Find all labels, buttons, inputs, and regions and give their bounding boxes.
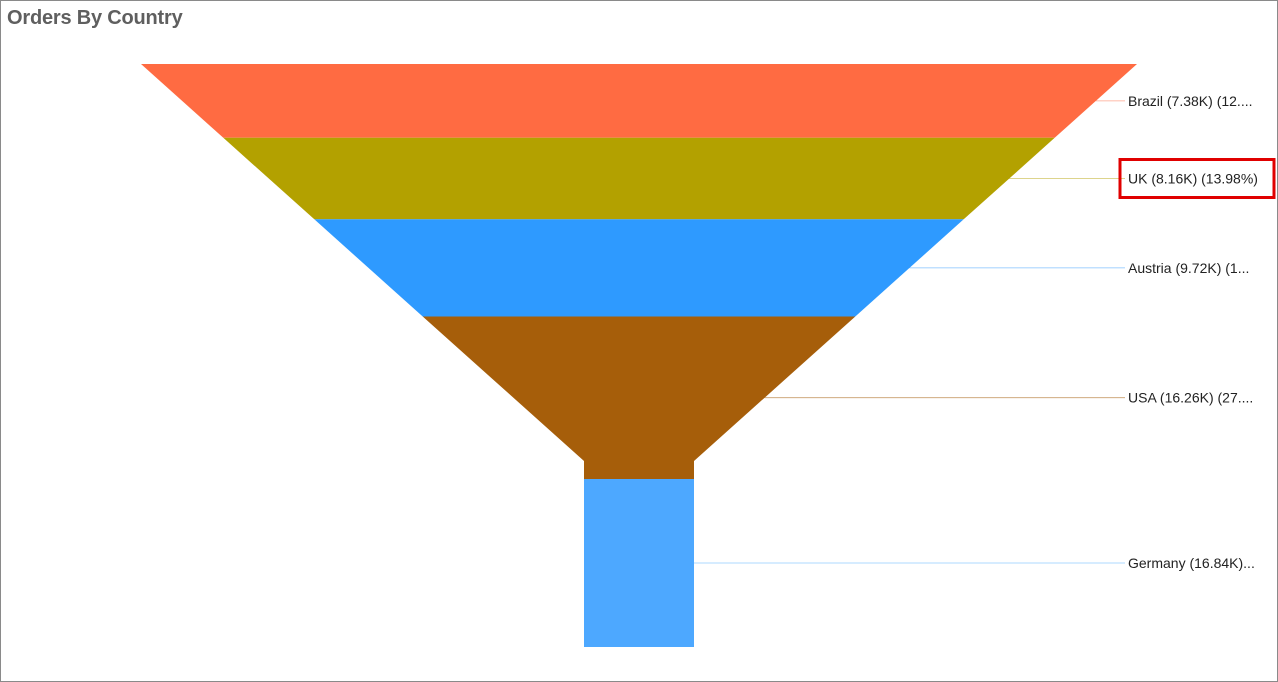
data-label-austria: Austria (9.72K) (1... — [1128, 260, 1249, 276]
funnel-segment-austria[interactable] — [314, 219, 964, 317]
data-label-germany: Germany (16.84K)... — [1128, 555, 1255, 571]
data-label-uk: UK (8.16K) (13.98%) — [1128, 171, 1258, 187]
funnel-segment-uk[interactable] — [223, 137, 1055, 220]
funnel-segment-germany[interactable] — [584, 479, 694, 647]
chart-title: Orders By Country — [7, 7, 183, 29]
funnel-segment-usa[interactable] — [422, 316, 856, 480]
highlight-box — [1118, 158, 1276, 199]
data-label-brazil: Brazil (7.38K) (12.... — [1128, 93, 1253, 109]
data-label-usa: USA (16.26K) (27.... — [1128, 390, 1253, 406]
funnel-segment-brazil[interactable] — [141, 64, 1137, 138]
